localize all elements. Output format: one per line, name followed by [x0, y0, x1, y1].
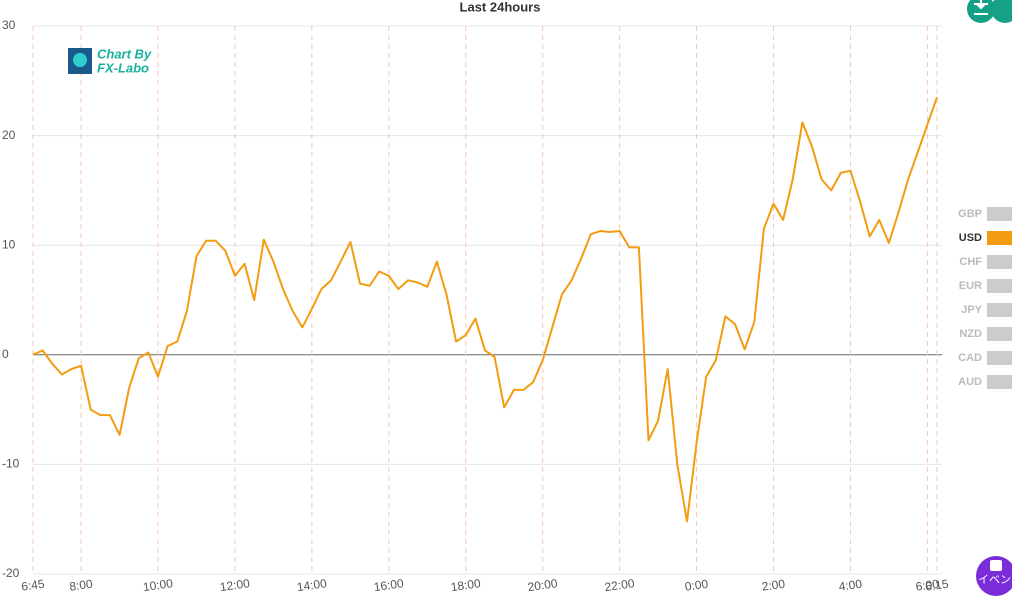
y-tick-label: 0 — [2, 347, 9, 361]
x-tick-label: 2:00 — [761, 577, 786, 594]
legend-label[interactable]: CHF — [959, 256, 982, 268]
collapse-button[interactable] — [967, 0, 995, 23]
line-series — [32, 96, 938, 523]
toolbar[interactable] — [967, 0, 1012, 23]
y-tick-label: 20 — [2, 128, 16, 142]
legend-swatch[interactable] — [987, 303, 1012, 317]
logo-icon — [73, 53, 87, 67]
x-tick-label: 8:00 — [68, 577, 93, 594]
legend-label[interactable]: GBP — [958, 208, 982, 220]
y-tick-label: 30 — [2, 18, 16, 32]
legend-swatch[interactable] — [987, 231, 1012, 245]
plot: -20 -10 0 10 20 30 6:45 8:00 10:00 12:00 14:00 16:0… — [2, 18, 950, 594]
x-tick-label: 10:00 — [142, 576, 174, 594]
x-tick-label: 4:00 — [838, 577, 863, 594]
legend-swatch[interactable] — [987, 375, 1012, 389]
legend-swatch[interactable] — [987, 351, 1012, 365]
legend-label[interactable]: EUR — [959, 280, 982, 292]
legend-swatch[interactable] — [987, 255, 1012, 269]
x-tick-label: 14:00 — [296, 576, 328, 594]
event-button-circle[interactable] — [976, 556, 1012, 596]
legend-label[interactable]: USD — [959, 232, 982, 244]
legend-swatch[interactable] — [987, 327, 1012, 341]
x-tick-label: 20:00 — [527, 576, 559, 594]
legend: GBP USD CHF EUR JPY NZD CAD AUD — [958, 207, 1012, 389]
legend-label[interactable]: CAD — [958, 352, 982, 364]
x-tick-label: 6:15 — [924, 577, 949, 594]
logo: Chart By FX-Labo — [68, 46, 152, 75]
x-tick-label: 16:00 — [373, 576, 405, 594]
legend-swatch[interactable] — [987, 207, 1012, 221]
event-button-label[interactable]: イベン — [978, 574, 1011, 586]
logo-text: Chart By — [97, 46, 152, 61]
legend-label[interactable]: NZD — [959, 328, 982, 340]
x-tick-label: 6:45 — [20, 577, 45, 594]
x-tick-label: 0:00 — [684, 577, 709, 594]
expand-button[interactable] — [991, 0, 1012, 23]
legend-label[interactable]: JPY — [961, 304, 982, 316]
logo-text: FX-Labo — [97, 60, 149, 75]
chart-title: Last 24hours — [460, 0, 541, 14]
calendar-icon — [990, 560, 1002, 571]
y-tick-label: 10 — [2, 237, 16, 251]
x-tick-label: 6:00 — [915, 577, 940, 594]
event-button[interactable]: イベン — [976, 556, 1012, 596]
x-tick-label: 22:00 — [604, 576, 636, 594]
y-tick-label: -10 — [2, 457, 20, 471]
y-tick-label: -20 — [2, 566, 20, 580]
collapse-icon — [974, 0, 988, 15]
legend-label[interactable]: AUD — [958, 376, 982, 388]
x-tick-label: 18:00 — [450, 576, 482, 594]
legend-swatch[interactable] — [987, 279, 1012, 293]
x-tick-label: 12:00 — [219, 576, 251, 594]
